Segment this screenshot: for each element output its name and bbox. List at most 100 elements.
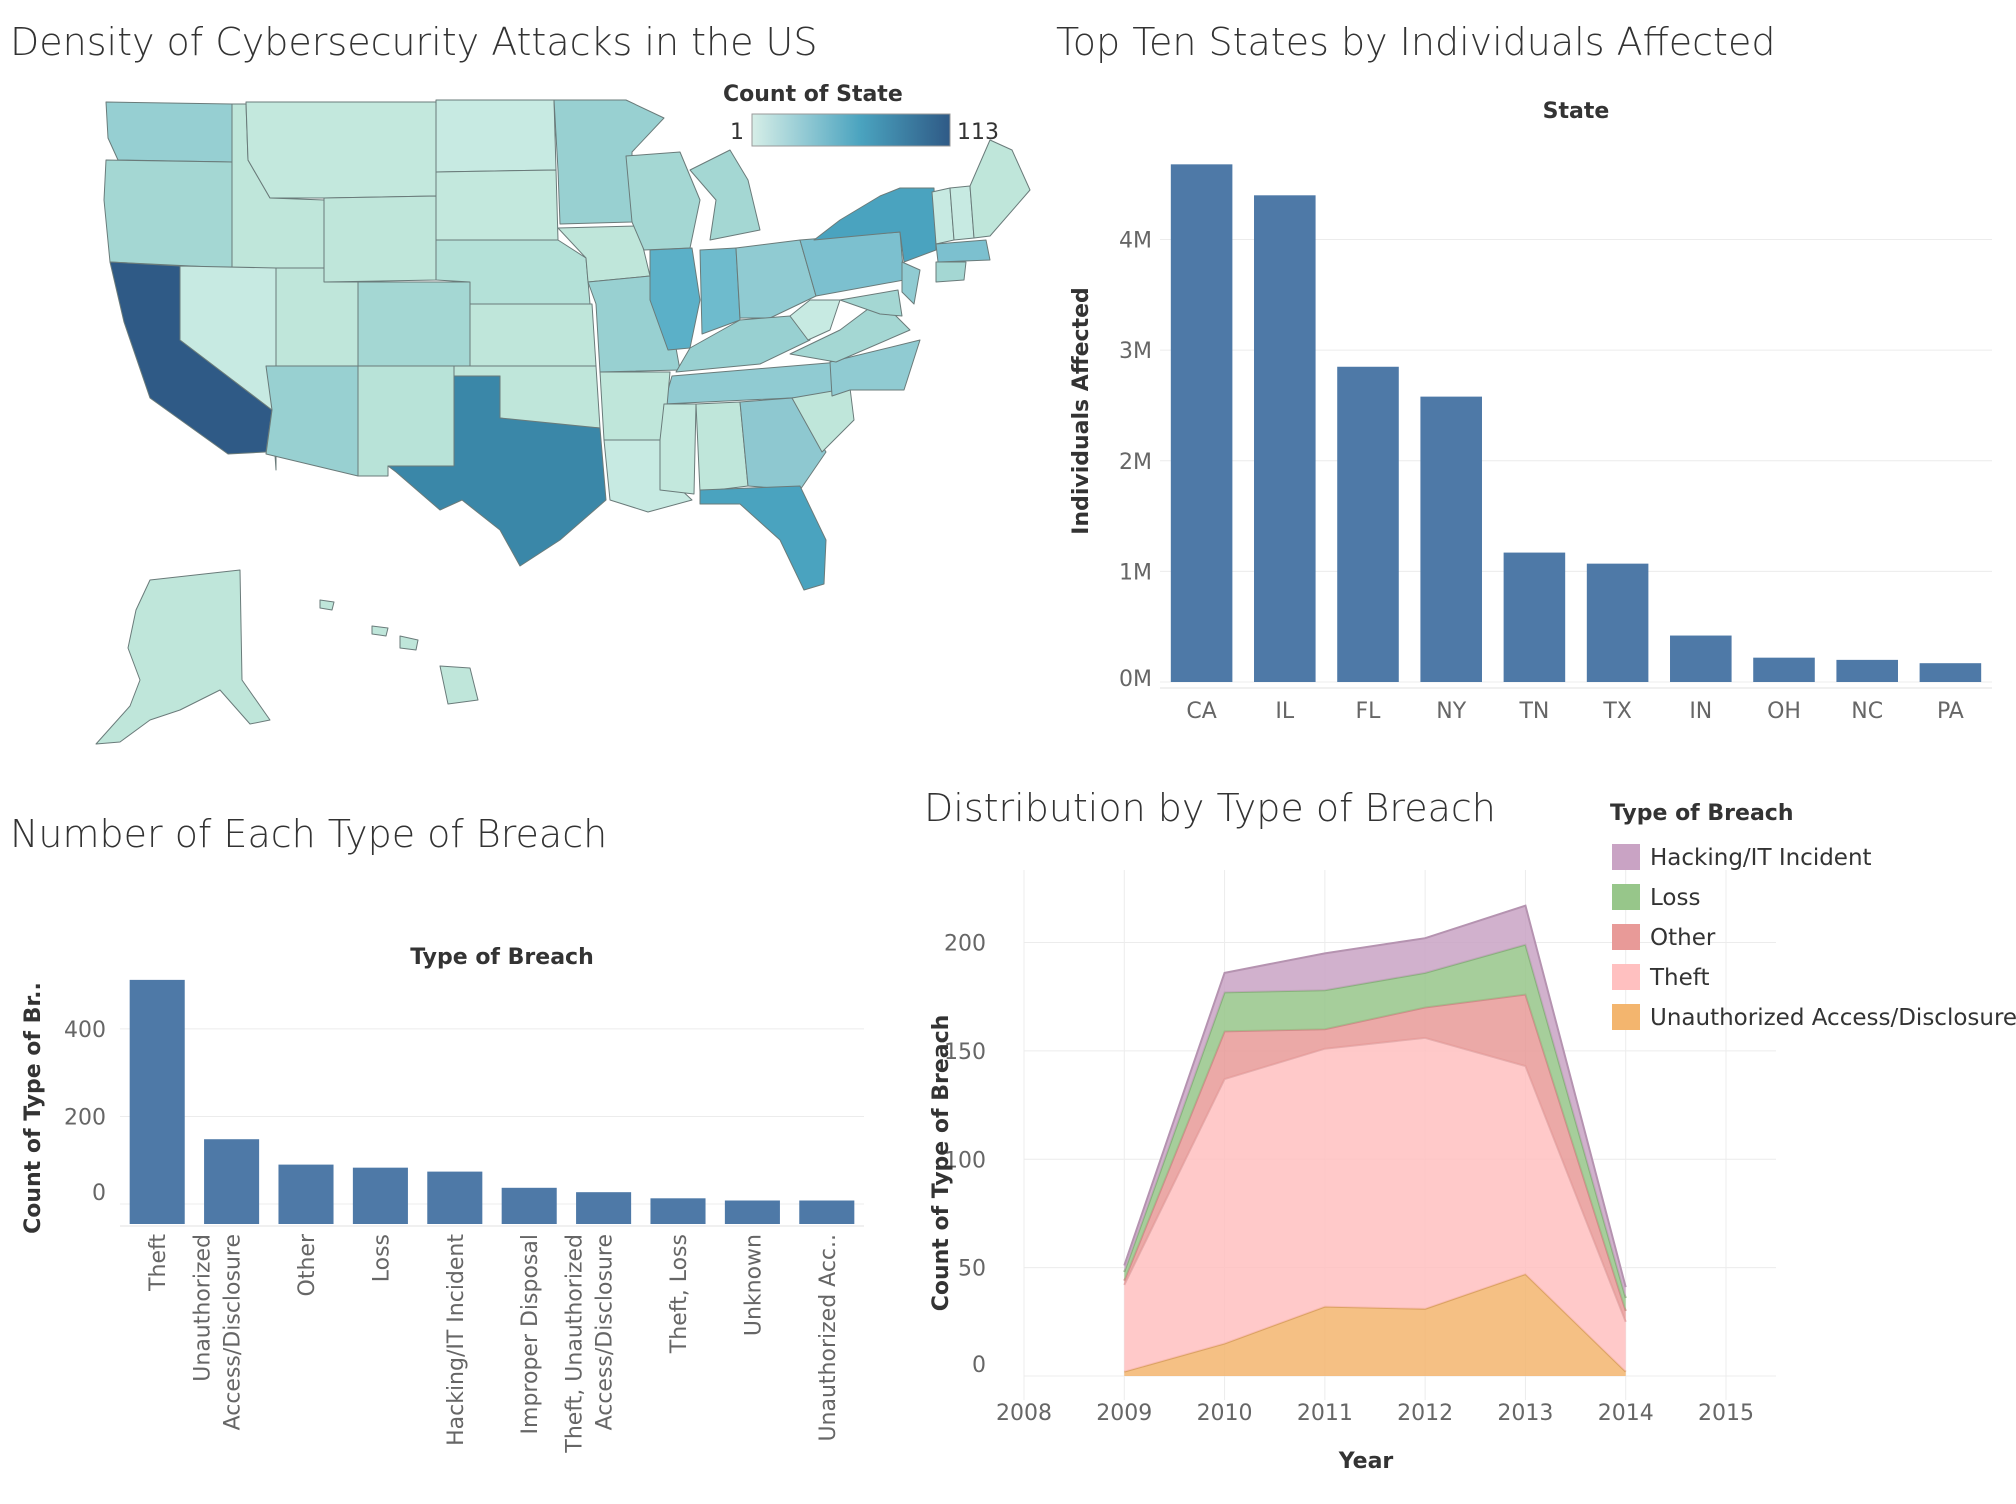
- state-colorado[interactable]: [357, 281, 471, 367]
- state-utah[interactable]: [275, 267, 359, 367]
- state-south-carolina[interactable]: [791, 387, 855, 453]
- area-legend-swatch-other: [1612, 924, 1640, 950]
- state-montana[interactable]: [245, 101, 437, 199]
- state-massachusetts[interactable]: [935, 239, 991, 263]
- area-y-tick-label: 200: [944, 932, 986, 957]
- breach-x-tick-label: Loss: [369, 1234, 394, 1282]
- breach-y-tick-label: 400: [64, 1018, 106, 1043]
- state-michigan[interactable]: [689, 149, 761, 241]
- states-x-tick-label: TN: [1518, 699, 1549, 724]
- state-indiana[interactable]: [699, 247, 741, 335]
- state-connecticut[interactable]: [935, 261, 967, 283]
- states-x-tick-label: PA: [1937, 699, 1964, 724]
- area-chart-title: Distribution by Type of Breach: [924, 786, 1496, 830]
- states-y-tick-label: 1M: [1119, 560, 1152, 585]
- breach-bar-chart: Type of Breach 0 200 400 Count of Type of Br…: [21, 945, 864, 1454]
- state-north-carolina[interactable]: [829, 339, 921, 397]
- area-chart: 2008 2009 2010 2011 2012 2013 2014 2015 0 50 100 15…: [929, 801, 2016, 1474]
- states-bar: [1420, 396, 1482, 682]
- breach-bar: [129, 979, 185, 1224]
- area-series-loss: [1124, 944, 1626, 1311]
- state-arizona[interactable]: [265, 365, 359, 477]
- states-bar-panel: Top Ten States by Individuals Affected S…: [1040, 0, 2016, 760]
- state-south-dakota[interactable]: [435, 169, 559, 241]
- area-legend-label-theft: Theft: [1649, 965, 1710, 991]
- states-bar: [1586, 563, 1649, 682]
- state-mississippi[interactable]: [659, 403, 697, 495]
- breach-bar: [501, 1187, 557, 1224]
- state-kentucky[interactable]: [675, 315, 811, 373]
- area-legend-swatch-loss: [1612, 884, 1640, 910]
- breach-bar-panel: Number of Each Type of Breach Type of Br…: [0, 760, 900, 1504]
- breach-x-tick-label: Theft, Loss: [667, 1234, 692, 1354]
- states-bar: [1919, 663, 1982, 682]
- state-new-york[interactable]: [813, 187, 937, 263]
- states-bar: [1337, 366, 1399, 682]
- breach-x-tick-label: Unauthorized Acc..: [816, 1234, 841, 1442]
- state-alaska[interactable]: [95, 569, 271, 745]
- area-x-tick-label: 2008: [996, 1401, 1052, 1426]
- states-bar: [1503, 552, 1566, 682]
- states-x-tick-label: IN: [1689, 699, 1712, 724]
- area-series-theft: [1124, 1037, 1626, 1372]
- states-x-tick-label: CA: [1186, 699, 1216, 724]
- breach-x-tick-label: Access/Disclosure: [221, 1234, 246, 1430]
- state-wyoming[interactable]: [323, 195, 437, 283]
- states-bar: [1836, 659, 1898, 682]
- breach-x-tick-label: Unauthorized: [191, 1234, 216, 1382]
- state-new-mexico[interactable]: [357, 365, 455, 477]
- state-florida[interactable]: [699, 485, 827, 591]
- state-north-dakota[interactable]: [435, 99, 557, 173]
- area-legend-label-unauthorized-access-disclosure: Unauthorized Access/Disclosure: [1650, 1005, 2016, 1031]
- area-x-tick-label: 2013: [1497, 1401, 1553, 1426]
- breach-y-tick-label: 0: [92, 1181, 106, 1206]
- state-kansas[interactable]: [469, 303, 597, 367]
- state-oregon[interactable]: [103, 159, 233, 269]
- states-bar: [1670, 635, 1732, 682]
- state-alabama[interactable]: [695, 401, 749, 493]
- states-x-tick-label: IL: [1275, 699, 1294, 724]
- states-x-tick-label: FL: [1356, 699, 1382, 724]
- state-hawaii[interactable]: [319, 599, 479, 705]
- state-new-jersey[interactable]: [901, 261, 921, 305]
- map-legend-min: 1: [730, 120, 744, 145]
- state-maine[interactable]: [969, 139, 1031, 239]
- state-texas[interactable]: [387, 375, 607, 567]
- breach-x-tick-label: Access/Disclosure: [593, 1234, 618, 1430]
- breach-x-axis-title: Type of Breach: [410, 945, 594, 970]
- states-x-tick-label: TX: [1602, 699, 1632, 724]
- state-washington[interactable]: [105, 101, 233, 163]
- states-bar: [1254, 195, 1316, 682]
- states-x-axis-title: State: [1543, 99, 1610, 124]
- area-y-tick-label: 0: [972, 1353, 986, 1378]
- state-pennsylvania[interactable]: [799, 231, 905, 297]
- breach-bar: [278, 1164, 334, 1224]
- breach-y-axis-title: Count of Type of Br..: [21, 982, 46, 1234]
- states-y-axis-title: Individuals Affected: [1069, 287, 1094, 535]
- map-legend-title: Count of State: [723, 82, 903, 107]
- state-ohio[interactable]: [735, 239, 817, 319]
- area-x-tick-label: 2011: [1297, 1401, 1353, 1426]
- states-y-tick-label: 3M: [1119, 339, 1152, 364]
- area-series-line-hacking-it-incident: [1123, 904, 1627, 1288]
- area-x-tick-label: 2014: [1598, 1401, 1654, 1426]
- area-y-tick-label: 150: [944, 1040, 986, 1065]
- map-legend-gradient: [751, 113, 951, 147]
- area-legend-swatch-theft: [1612, 964, 1640, 990]
- state-maryland[interactable]: [839, 289, 903, 317]
- breach-bar: [352, 1167, 408, 1224]
- area-x-tick-label: 2015: [1698, 1401, 1754, 1426]
- state-west-virginia[interactable]: [789, 299, 841, 341]
- area-legend-swatch-unauthorized-access-disclosure: [1612, 1004, 1640, 1030]
- states-y-tick-label: 4M: [1119, 229, 1152, 254]
- area-series-unauthorized-access-disclosure: [1124, 1274, 1626, 1376]
- states-x-tick-label: OH: [1767, 699, 1801, 724]
- states-y-tick-label: 2M: [1119, 450, 1152, 475]
- states-y-tick-label: 0M: [1119, 667, 1152, 692]
- breach-x-tick-label: Hacking/IT Incident: [444, 1234, 469, 1446]
- area-x-tick-label: 2012: [1397, 1401, 1453, 1426]
- state-arkansas[interactable]: [599, 371, 671, 441]
- area-y-axis-title: Count of Type of Breach: [929, 1015, 954, 1312]
- states-bar: [1753, 657, 1815, 682]
- area-legend-label-loss: Loss: [1650, 885, 1700, 911]
